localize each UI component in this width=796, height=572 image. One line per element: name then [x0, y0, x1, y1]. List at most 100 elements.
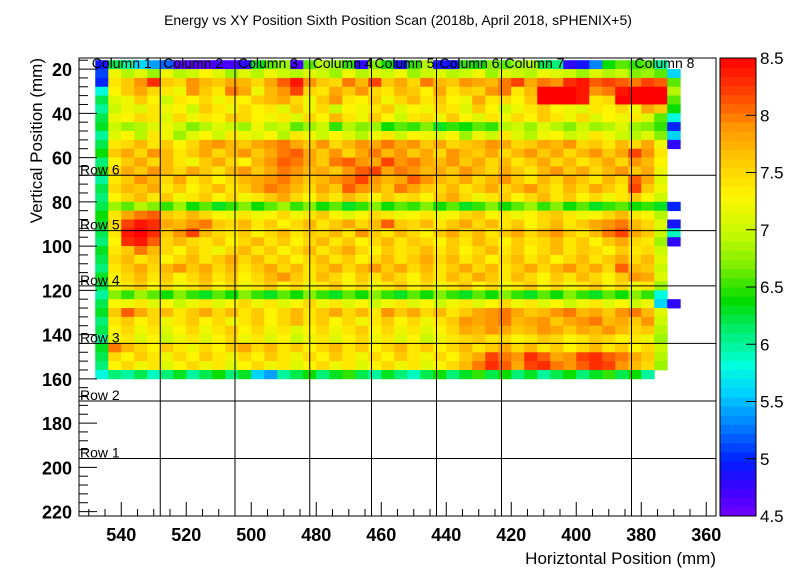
- heatmap-cell: [524, 263, 538, 274]
- heatmap-cell: [186, 369, 200, 380]
- heatmap-cell: [550, 219, 564, 229]
- heatmap-cell: [485, 131, 499, 141]
- heatmap-cell: [589, 369, 603, 380]
- heatmap-cell: [290, 290, 304, 300]
- x-axis-ticks: 540 520 500 480 460 440 420 400 380 360: [88, 502, 721, 545]
- heatmap-cell: [368, 290, 382, 300]
- heatmap-cell: [641, 192, 655, 203]
- heatmap-cell: [186, 184, 200, 194]
- heatmap-cell: [95, 184, 109, 194]
- heatmap-cell: [225, 86, 239, 97]
- heatmap-cell: [524, 148, 538, 158]
- heatmap-cell: [589, 325, 603, 335]
- heatmap-cell: [407, 237, 421, 247]
- heatmap-cell: [485, 290, 499, 300]
- heatmap-cell: [472, 254, 486, 265]
- heatmap-cell: [355, 86, 369, 97]
- heatmap-cell: [264, 131, 278, 141]
- heatmap-cell: [654, 148, 668, 158]
- heatmap-cell: [654, 228, 668, 238]
- heatmap-cell: [433, 343, 447, 353]
- heatmap-cell: [173, 184, 187, 194]
- heatmap-cell: [628, 316, 642, 327]
- heatmap-cell: [186, 272, 200, 282]
- heatmap-cell: [134, 254, 148, 265]
- heatmap-cell: [433, 201, 447, 212]
- heatmap-cell: [472, 263, 486, 274]
- heatmap-cell: [147, 210, 161, 220]
- heatmap-cell: [537, 157, 551, 167]
- heatmap-cell: [173, 343, 187, 353]
- heatmap-cell: [550, 316, 564, 327]
- heatmap-cell: [290, 201, 304, 212]
- heatmap-cell: [95, 192, 109, 203]
- heatmap-cell: [550, 352, 564, 362]
- heatmap-cell: [264, 77, 278, 88]
- heatmap-cell: [277, 254, 291, 265]
- heatmap-cell: [498, 290, 512, 300]
- heatmap-cell: [342, 246, 356, 256]
- heatmap-cell: [446, 60, 460, 70]
- heatmap-cell: [459, 210, 473, 220]
- heatmap-cell: [537, 228, 551, 238]
- heatmap-cell: [264, 369, 278, 380]
- heatmap-cell: [615, 219, 629, 229]
- heatmap-cell: [199, 308, 213, 318]
- heatmap-cell: [654, 166, 668, 176]
- heatmap-cell: [589, 210, 603, 220]
- heatmap-cell: [576, 95, 590, 105]
- heatmap-cell: [485, 157, 499, 167]
- heatmap-cell: [446, 352, 460, 362]
- heatmap-cell: [316, 228, 330, 238]
- heatmap-cell: [446, 201, 460, 212]
- heatmap-cell: [251, 192, 265, 203]
- heatmap-cell: [342, 361, 356, 371]
- heatmap-cell: [472, 86, 486, 97]
- heatmap-cell: [238, 237, 252, 247]
- heatmap-cell: [563, 246, 577, 256]
- heatmap-cell: [654, 325, 668, 335]
- heatmap-cell: [147, 175, 161, 185]
- heatmap-cell: [108, 184, 122, 194]
- heatmap-cell: [472, 334, 486, 344]
- heatmap-cell: [472, 325, 486, 335]
- heatmap-cell: [368, 361, 382, 371]
- heatmap-cell: [121, 122, 135, 132]
- heatmap-cell: [602, 316, 616, 327]
- heatmap-cell: [407, 361, 421, 371]
- colorbar-segment: [720, 67, 756, 77]
- colorbar-segment: [720, 369, 756, 380]
- heatmap-cell: [108, 361, 122, 371]
- heatmap-cell: [420, 290, 434, 300]
- heatmap-cell: [342, 290, 356, 300]
- heatmap-cell: [173, 228, 187, 238]
- heatmap-cell: [381, 113, 395, 123]
- heatmap-cell: [160, 210, 174, 220]
- heatmap-cell: [602, 139, 616, 150]
- heatmap-cell: [550, 131, 564, 141]
- heatmap-cell: [368, 308, 382, 318]
- heatmap-cell: [537, 122, 551, 132]
- heatmap-cell: [251, 228, 265, 238]
- heatmap-cell: [550, 95, 564, 105]
- heatmap-cell: [108, 325, 122, 335]
- heatmap-cell: [225, 210, 239, 220]
- heatmap-cell: [537, 361, 551, 371]
- heatmap-cell: [121, 299, 135, 309]
- heatmap-cell: [485, 148, 499, 158]
- heatmap-cell: [641, 361, 655, 371]
- heatmap-cell: [485, 69, 499, 79]
- heatmap-cell: [420, 361, 434, 371]
- heatmap-cell: [615, 113, 629, 123]
- heatmap-cell: [147, 361, 161, 371]
- heatmap-cell: [264, 343, 278, 353]
- heatmap-cell: [446, 308, 460, 318]
- colorbar-tick-label: 6: [760, 335, 769, 354]
- colorbar-segment: [720, 287, 756, 297]
- colorbar: 4.555.566.577.588.5: [719, 49, 784, 526]
- colorbar-segment: [720, 204, 756, 215]
- heatmap-cell: [641, 219, 655, 229]
- heatmap-cell: [264, 69, 278, 79]
- heatmap-cell: [134, 113, 148, 123]
- heatmap-cell: [329, 246, 343, 256]
